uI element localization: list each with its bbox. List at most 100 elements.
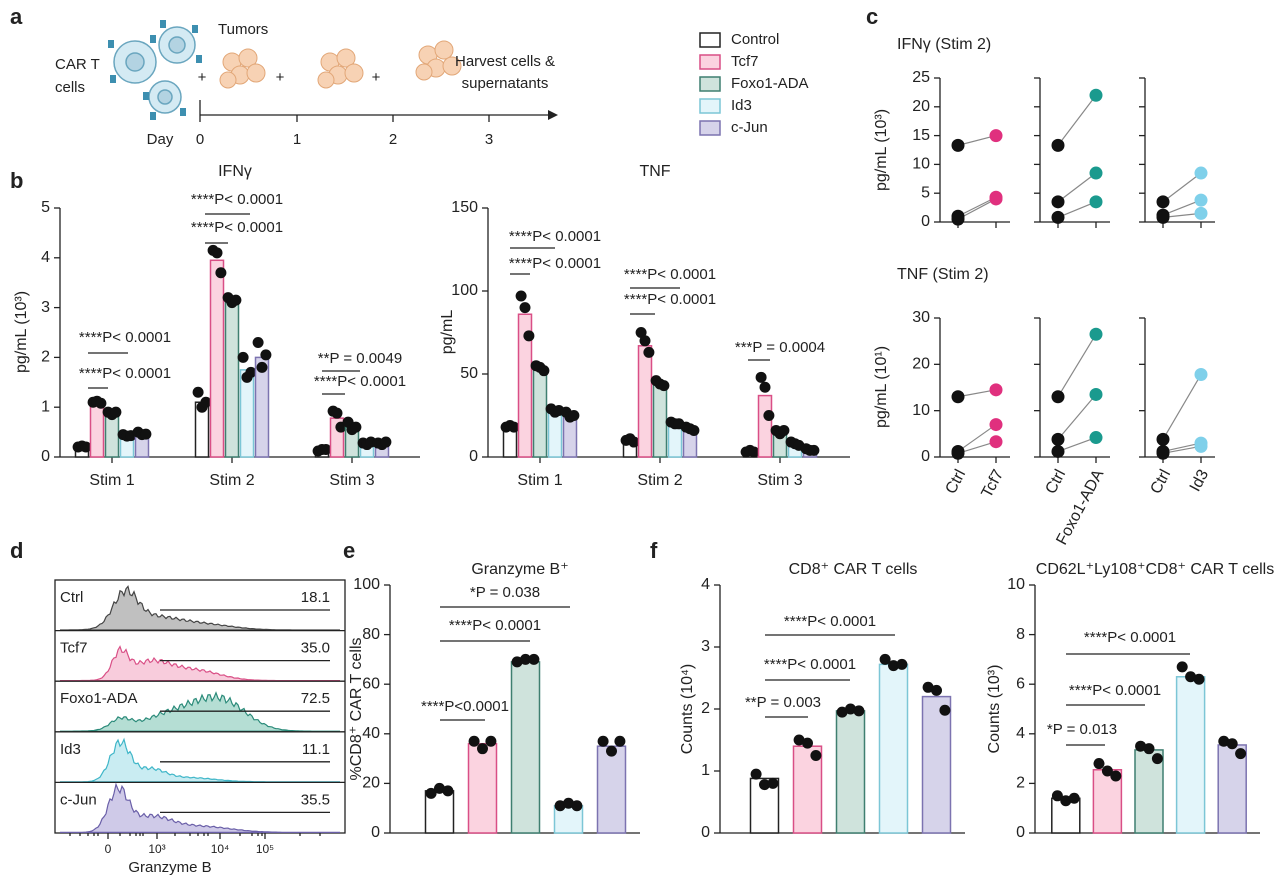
data-point xyxy=(256,361,268,373)
significance-label: ****P< 0.0001 xyxy=(509,228,601,245)
plus-sign: + xyxy=(276,69,285,86)
data-point xyxy=(519,302,531,314)
pair-line xyxy=(957,424,997,452)
diagram-label: Tumors xyxy=(218,21,268,38)
data-point xyxy=(1089,166,1103,180)
panel-label: b xyxy=(10,168,23,193)
diagram-label: cells xyxy=(55,79,85,96)
bar xyxy=(835,710,866,834)
y-tick-label: 10 xyxy=(912,156,930,173)
data-point xyxy=(192,386,204,398)
y-tick-label: 20 xyxy=(362,775,380,792)
legend-swatch xyxy=(699,120,721,136)
data-point xyxy=(523,330,535,342)
y-tick-label: 4 xyxy=(41,249,50,266)
data-point xyxy=(888,660,899,672)
data-point xyxy=(442,785,454,797)
y-tick-label: 4 xyxy=(1016,725,1025,742)
bar xyxy=(532,368,548,458)
data-point xyxy=(810,750,822,761)
data-point xyxy=(554,800,566,812)
data-point xyxy=(1156,432,1170,446)
pair-line xyxy=(1057,172,1097,203)
significance-label: ****P< 0.0001 xyxy=(624,291,716,308)
y-tick-label: 5 xyxy=(921,184,930,201)
plus-sign: + xyxy=(372,69,381,86)
data-point xyxy=(748,446,760,458)
data-point xyxy=(1176,661,1188,673)
data-point xyxy=(1151,753,1163,765)
y-axis-label: pg/mL (10³) xyxy=(13,291,30,373)
legend-label: Tcf7 xyxy=(731,53,759,70)
significance-label: **P = 0.003 xyxy=(745,694,821,711)
data-point xyxy=(808,444,820,456)
panel-label: a xyxy=(10,4,23,29)
legend-label: Id3 xyxy=(731,97,752,114)
data-point xyxy=(1135,740,1147,752)
data-point xyxy=(1194,206,1208,220)
y-tick-label: 6 xyxy=(1016,675,1025,692)
x-tick-label: Ctrl xyxy=(1043,467,1070,497)
y-tick-label: 2 xyxy=(1016,775,1025,792)
x-tick-label: Ctrl xyxy=(943,467,970,497)
diagram-label: CAR T xyxy=(55,56,100,73)
x-tick-label: Tcf7 xyxy=(978,467,1007,501)
data-point xyxy=(252,336,264,348)
row-label: Id3 xyxy=(60,741,81,758)
data-point xyxy=(802,737,813,749)
y-tick-label: 4 xyxy=(701,576,710,593)
y-tick-label: 40 xyxy=(362,725,380,742)
data-point xyxy=(767,777,779,789)
y-tick-label: 3 xyxy=(701,638,710,655)
data-point xyxy=(836,706,848,718)
y-axis-label: Counts (10³) xyxy=(986,665,1003,754)
pair-line xyxy=(957,135,997,146)
data-point xyxy=(1089,431,1103,445)
data-point xyxy=(1060,795,1072,807)
chart-title: IFNγ xyxy=(218,163,252,180)
histogram xyxy=(60,585,340,631)
significance-label: ****P< 0.0001 xyxy=(784,613,876,630)
data-point xyxy=(1226,738,1238,750)
data-point xyxy=(563,797,574,809)
histogram xyxy=(60,737,340,783)
gate-value: 35.0 xyxy=(301,640,330,657)
data-point xyxy=(508,421,520,433)
data-point xyxy=(511,656,523,668)
data-point xyxy=(951,446,965,460)
y-tick-label: 0 xyxy=(41,448,50,465)
y-tick-label: 2 xyxy=(701,700,710,717)
y-tick-label: 0 xyxy=(701,824,710,841)
data-point xyxy=(1194,368,1208,382)
significance-label: ****P<0.0001 xyxy=(421,698,509,715)
diagram-label: Harvest cells & xyxy=(455,53,555,70)
data-point xyxy=(200,396,212,408)
data-point xyxy=(853,705,865,717)
data-point xyxy=(485,735,497,747)
data-point xyxy=(989,192,1003,206)
x-tick-label: Stim 2 xyxy=(209,472,254,489)
data-point xyxy=(320,444,332,456)
bar xyxy=(878,663,909,834)
pair-line xyxy=(1162,172,1202,203)
panel-label: e xyxy=(343,538,355,563)
pair-line xyxy=(1057,436,1097,453)
data-point xyxy=(759,779,770,791)
data-point xyxy=(1156,210,1170,224)
x-tick-label: Ctrl xyxy=(1148,467,1175,497)
data-point xyxy=(1235,748,1247,760)
row-label: Tcf7 xyxy=(60,640,88,657)
data-point xyxy=(778,424,790,436)
data-point xyxy=(688,424,700,436)
y-tick-label: 10 xyxy=(1007,576,1025,593)
data-point xyxy=(1051,210,1065,224)
y-tick-label: 0 xyxy=(469,448,478,465)
pair-line xyxy=(1057,94,1097,146)
gate-value: 35.5 xyxy=(301,791,330,808)
significance-label: **P = 0.0049 xyxy=(318,350,402,367)
histogram xyxy=(60,691,340,732)
data-point xyxy=(1143,743,1155,755)
data-point xyxy=(1110,770,1122,782)
significance-label: *P = 0.013 xyxy=(1047,721,1117,738)
